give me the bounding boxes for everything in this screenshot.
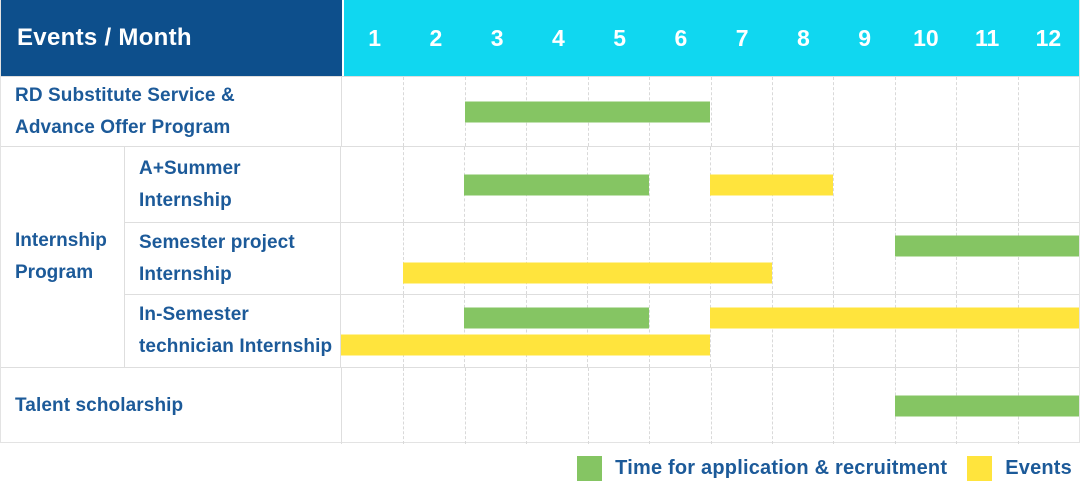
month-gridline	[894, 147, 896, 222]
legend-label-events: Events	[1005, 457, 1072, 479]
month-gridline	[956, 223, 957, 294]
legend-label-application: Time for application & recruitment	[615, 457, 948, 479]
month-gridline	[771, 368, 773, 444]
row-label-in-semester: In-Semester technician Internship	[125, 295, 341, 367]
events-yellow-swatch-icon	[967, 456, 993, 481]
month-gridline	[771, 223, 773, 294]
month-gridline	[525, 223, 527, 294]
legend-item-events: Events	[967, 456, 1072, 481]
month-gridline	[464, 223, 465, 294]
month-gridline	[403, 77, 405, 146]
month-header-3: 3	[490, 24, 504, 51]
month-header-12: 12	[1035, 24, 1062, 51]
gantt-bar-application	[464, 101, 711, 122]
chart-cells-semester-project	[341, 223, 1079, 294]
month-gridline	[833, 147, 834, 222]
month-gridline	[833, 368, 835, 444]
month-header-9: 9	[858, 24, 872, 51]
gantt-bar-event	[710, 174, 833, 195]
month-gridline	[648, 147, 650, 222]
gantt-bar-application	[894, 395, 1079, 417]
events-month-header-cell: Events / Month	[1, 0, 342, 76]
month-gridline	[894, 77, 896, 146]
gantt-table: Events / Month 1 2 3 4 5 6 7 8 9 10 11 12 RD Substi…	[0, 0, 1080, 444]
month-header-1: 1	[368, 24, 382, 51]
month-gridline	[1017, 77, 1019, 146]
month-header-7: 7	[735, 24, 749, 51]
row-a-plus-summer: A+Summer Internship	[125, 147, 1079, 222]
month-gridline	[956, 295, 957, 367]
month-gridline	[710, 368, 712, 444]
month-gridline	[525, 295, 527, 367]
month-gridline	[956, 147, 957, 222]
month-gridline	[1017, 295, 1019, 367]
legend: Time for application & recruitment Event…	[0, 443, 1080, 494]
application-green-swatch-icon	[577, 456, 603, 481]
gantt-bar-event	[402, 262, 772, 284]
month-gridline	[1017, 147, 1019, 222]
row-label-rd-substitute: RD Substitute Service & Advance Offer Pr…	[1, 77, 342, 146]
month-gridline	[710, 295, 711, 367]
month-header-cells: 1 2 3 4 5 6 7 8 9 10 11 12	[342, 0, 1079, 76]
month-gridline	[833, 223, 834, 294]
month-gridline	[526, 368, 528, 444]
month-header-6: 6	[674, 24, 688, 51]
month-gridline	[403, 368, 405, 444]
group-subrows: A+Summer Internship Semester project Int…	[125, 147, 1079, 367]
gantt-bar-application	[464, 174, 649, 195]
gantt-bar-application	[464, 307, 649, 329]
legend-item-application: Time for application & recruitment	[577, 456, 947, 481]
row-in-semester: In-Semester technician Internship	[125, 294, 1079, 367]
month-gridline	[402, 147, 404, 222]
gantt-bar-event	[341, 334, 710, 356]
gantt-bar-application	[894, 235, 1079, 257]
month-gridline	[648, 223, 650, 294]
row-label-semester-project: Semester project Internship	[125, 223, 341, 294]
group-internship-program: Internship Program A+Summer Internship S…	[1, 146, 1079, 367]
month-gridline	[402, 223, 404, 294]
month-gridline	[771, 77, 773, 146]
month-header-11: 11	[974, 24, 1000, 51]
month-gridline	[710, 77, 712, 146]
month-header-8: 8	[796, 24, 810, 51]
month-gridline	[956, 77, 958, 146]
row-semester-project: Semester project Internship	[125, 222, 1079, 294]
month-gridline	[587, 223, 588, 294]
month-header-10: 10	[913, 24, 939, 51]
month-gridline	[771, 295, 773, 367]
group-label-internship-program: Internship Program	[1, 147, 125, 367]
month-gridline	[587, 295, 588, 367]
month-gridline	[402, 295, 404, 367]
table-header-row: Events / Month 1 2 3 4 5 6 7 8 9 10 11 12	[1, 0, 1079, 76]
month-header-4: 4	[551, 24, 565, 51]
row-label-talent-scholarship: Talent scholarship	[1, 368, 342, 444]
month-gridline	[464, 368, 466, 444]
month-gridline	[649, 368, 651, 444]
row-rd-substitute: RD Substitute Service & Advance Offer Pr…	[1, 76, 1079, 146]
month-header-2: 2	[429, 24, 443, 51]
row-label-a-plus-summer: A+Summer Internship	[125, 147, 341, 222]
month-header-5: 5	[613, 24, 627, 51]
chart-cells-in-semester	[341, 295, 1079, 367]
month-gridline	[894, 223, 896, 294]
chart-cells-rd-substitute	[342, 77, 1079, 146]
month-gridline	[833, 77, 835, 146]
gantt-bar-event	[710, 307, 1079, 329]
month-gridline	[1017, 223, 1019, 294]
chart-cells-a-plus-summer	[341, 147, 1079, 222]
month-gridline	[894, 295, 896, 367]
chart-cells-talent-scholarship	[342, 368, 1079, 444]
month-gridline	[587, 368, 589, 444]
month-gridline	[833, 295, 834, 367]
month-gridline	[464, 295, 465, 367]
month-gridline	[648, 295, 650, 367]
month-gridline	[710, 223, 711, 294]
row-talent-scholarship: Talent scholarship	[1, 367, 1079, 444]
